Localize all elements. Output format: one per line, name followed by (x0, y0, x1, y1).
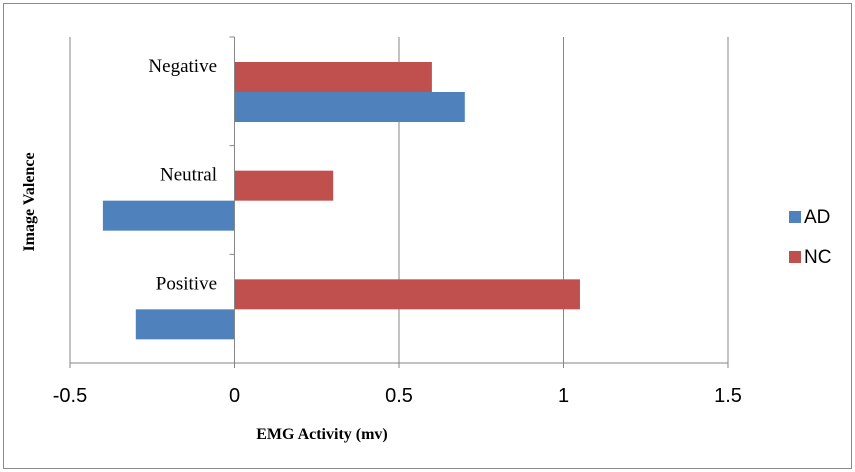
bar-ad-positive (135, 309, 235, 340)
tick-labels: -0.5 0 0.5 1 1.5 Negative Neutral Positive (53, 56, 742, 407)
bar-ad-negative (234, 92, 465, 122)
y-category-label: Neutral (160, 165, 217, 186)
legend-label-ad: AD (804, 207, 830, 228)
x-tick-label: 1 (558, 385, 569, 407)
x-tick-label: 0 (229, 385, 240, 407)
bars (102, 62, 580, 340)
chart-svg: -0.5 0 0.5 1 1.5 Negative Neutral Positive EMG … (21, 36, 831, 443)
legend: AD NC (789, 207, 831, 268)
x-tick-label: 0.5 (385, 385, 413, 407)
y-category-label: Negative (148, 56, 217, 77)
y-category-label: Positive (156, 273, 217, 294)
bar-nc-neutral (234, 170, 334, 201)
y-axis-title: Image Valence (21, 152, 38, 251)
bar-nc-negative (234, 62, 432, 92)
legend-label-nc: NC (804, 247, 831, 268)
legend-swatch-ad (789, 211, 801, 223)
x-tick-label: -0.5 (53, 385, 87, 407)
chart-frame: -0.5 0 0.5 1 1.5 Negative Neutral Positive EMG … (3, 3, 852, 469)
bar-ad-neutral (102, 200, 235, 231)
x-tick-label: 1.5 (714, 385, 742, 407)
axes (69, 36, 729, 368)
bar-nc-positive (234, 279, 580, 310)
legend-swatch-nc (789, 251, 801, 263)
x-axis-title: EMG Activity (mv) (256, 426, 388, 443)
